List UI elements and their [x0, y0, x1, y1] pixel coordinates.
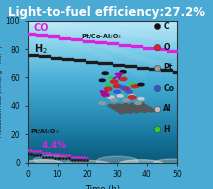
Ellipse shape [101, 93, 109, 96]
Ellipse shape [96, 156, 138, 166]
Ellipse shape [153, 159, 189, 169]
Ellipse shape [131, 84, 139, 88]
Text: Co: Co [163, 84, 174, 93]
Ellipse shape [108, 96, 114, 99]
Text: Pt/Co-Al$_2$O$_3$: Pt/Co-Al$_2$O$_3$ [81, 32, 122, 41]
Ellipse shape [115, 109, 122, 112]
Ellipse shape [109, 77, 113, 78]
Ellipse shape [134, 110, 140, 113]
Text: Pt/Al$_2$O$_3$: Pt/Al$_2$O$_3$ [30, 127, 60, 136]
Ellipse shape [138, 103, 144, 105]
Text: Light-to-fuel efficiency:27.2%: Light-to-fuel efficiency:27.2% [8, 6, 205, 19]
Ellipse shape [130, 103, 137, 106]
Ellipse shape [118, 75, 122, 77]
Ellipse shape [141, 110, 148, 112]
Ellipse shape [111, 99, 117, 102]
Ellipse shape [106, 84, 110, 86]
Ellipse shape [126, 110, 133, 113]
Y-axis label: Production rate (mmol g⁻¹ min⁻¹): Production rate (mmol g⁻¹ min⁻¹) [0, 46, 3, 137]
Ellipse shape [129, 95, 135, 97]
Text: CO: CO [34, 23, 49, 33]
Ellipse shape [34, 155, 69, 164]
Ellipse shape [108, 104, 114, 107]
Text: 4.4%: 4.4% [41, 141, 66, 150]
Ellipse shape [134, 105, 140, 108]
Ellipse shape [113, 84, 121, 88]
Ellipse shape [148, 109, 155, 112]
Ellipse shape [135, 102, 141, 104]
Ellipse shape [122, 87, 130, 91]
Ellipse shape [138, 83, 144, 86]
Text: Al: Al [163, 104, 172, 113]
Ellipse shape [141, 105, 148, 108]
Text: O: O [163, 43, 170, 52]
Ellipse shape [110, 80, 118, 83]
Ellipse shape [99, 102, 105, 104]
Ellipse shape [130, 108, 137, 111]
Ellipse shape [120, 86, 126, 89]
Text: H: H [163, 125, 170, 134]
Text: H$_2$: H$_2$ [34, 43, 47, 57]
Ellipse shape [99, 79, 105, 82]
Ellipse shape [126, 106, 133, 108]
Ellipse shape [119, 106, 125, 109]
Ellipse shape [117, 160, 165, 171]
Ellipse shape [117, 95, 123, 97]
Ellipse shape [115, 104, 122, 107]
Ellipse shape [104, 87, 112, 91]
Ellipse shape [114, 90, 120, 93]
Ellipse shape [126, 90, 132, 93]
Ellipse shape [123, 99, 129, 102]
X-axis label: Time (h): Time (h) [85, 185, 120, 189]
Ellipse shape [122, 108, 129, 111]
Ellipse shape [60, 160, 114, 173]
Ellipse shape [111, 107, 118, 109]
Ellipse shape [20, 160, 65, 171]
Ellipse shape [137, 107, 144, 110]
Ellipse shape [119, 77, 127, 81]
Ellipse shape [119, 111, 125, 114]
Ellipse shape [128, 96, 136, 99]
Ellipse shape [130, 82, 134, 84]
Ellipse shape [145, 107, 151, 110]
Ellipse shape [120, 70, 126, 73]
Ellipse shape [102, 72, 108, 74]
Ellipse shape [123, 104, 129, 106]
Ellipse shape [138, 98, 144, 100]
Text: Pt: Pt [163, 63, 173, 72]
Text: C: C [163, 22, 169, 31]
